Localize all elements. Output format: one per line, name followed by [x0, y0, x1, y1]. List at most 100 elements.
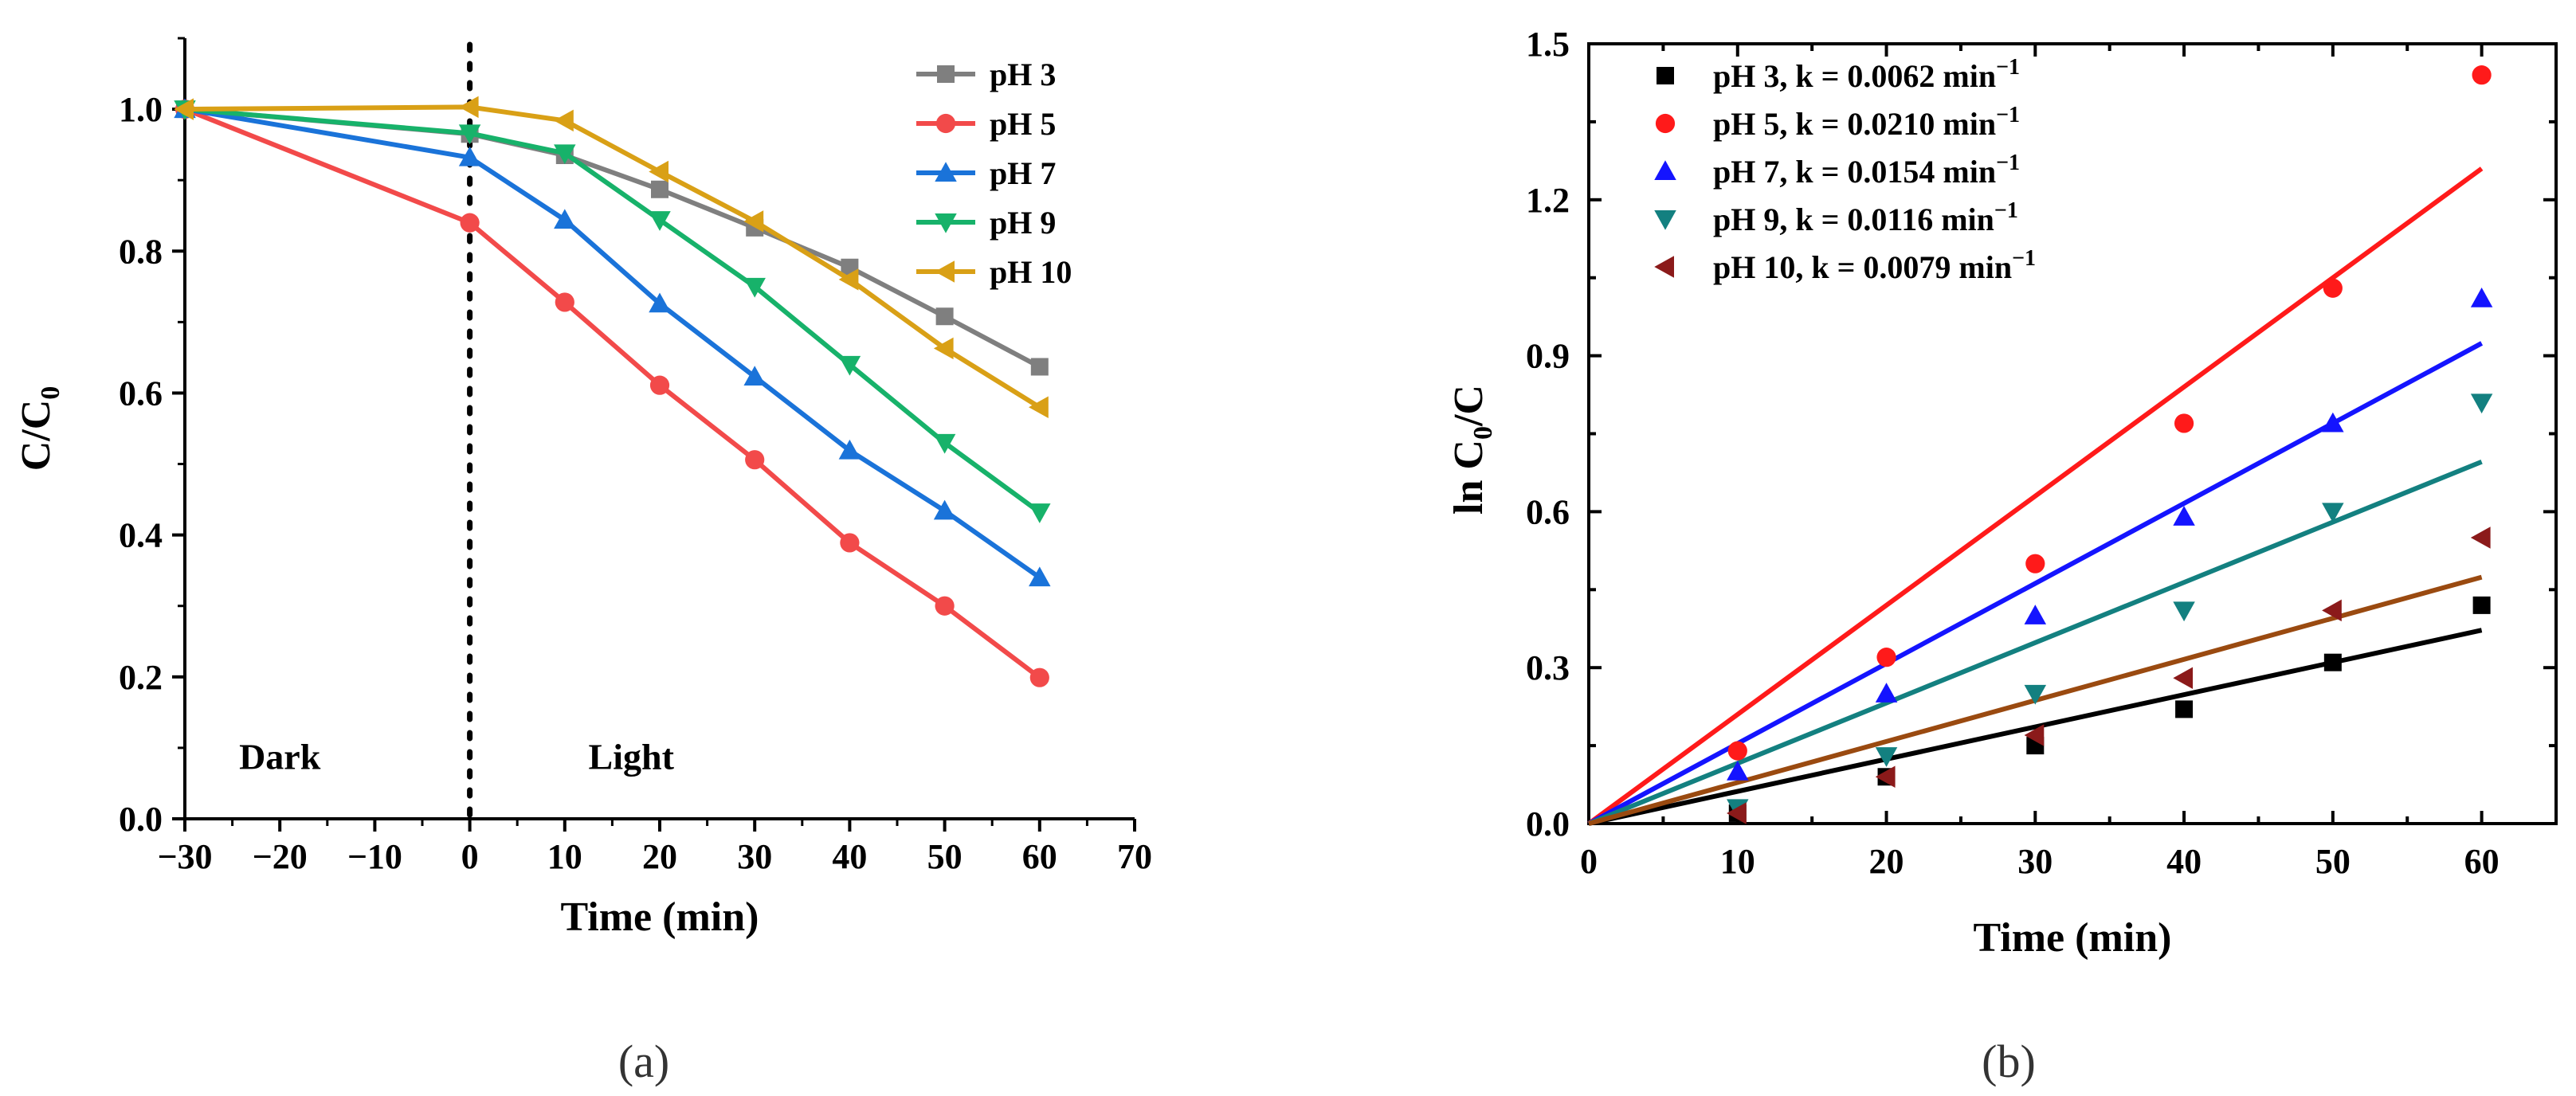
panel-label-b: (b) [1982, 1035, 2036, 1087]
legend-marker [935, 113, 956, 134]
legend-label-sup: −1 [1994, 198, 2018, 223]
y-axis-label-end: /C [1446, 385, 1492, 427]
x-tick-label: 30 [2017, 842, 2053, 881]
y-tick-label: 0.6 [1526, 492, 1570, 531]
data-point [2024, 724, 2045, 746]
x-tick-label: 50 [2315, 842, 2351, 881]
y-tick-label: 0.0 [119, 800, 163, 839]
legend-item: pH 7, k = 0.0154 min−1 [1654, 151, 2020, 190]
data-point [838, 268, 859, 291]
light-annotation: Light [589, 737, 675, 777]
data-point [2024, 605, 2047, 624]
data-point [2472, 596, 2491, 614]
data-point [2323, 653, 2342, 671]
legend-item: pH 9 [916, 205, 1056, 241]
legend-label-sup: −1 [1996, 55, 2020, 80]
legend-marker [1654, 210, 1676, 230]
legend-label-main: pH 9, k = 0.0116 min [1713, 202, 1994, 237]
x-tick-label: 0 [1580, 842, 1598, 881]
series-line [183, 107, 1041, 680]
data-point [933, 499, 956, 520]
data-point [935, 307, 954, 326]
legend-label-sup: −1 [2012, 246, 2036, 271]
legend-label-main: pH 3, k = 0.0062 min [1713, 58, 1996, 94]
data-point [649, 292, 671, 313]
data-point [458, 146, 481, 166]
legend-label: pH 5 [990, 106, 1056, 142]
data-point [651, 180, 669, 198]
dark-annotation: Dark [239, 737, 321, 777]
legend-label-main: pH 7, k = 0.0154 min [1713, 154, 1996, 190]
x-tick-label: 50 [927, 837, 963, 876]
data-point [1029, 396, 1049, 419]
x-tick-label: 40 [832, 837, 867, 876]
data-point [1029, 503, 1051, 523]
data-point [1875, 683, 1898, 703]
data-point [1029, 667, 1049, 687]
data-point [649, 375, 670, 395]
data-point [2173, 601, 2195, 622]
y-axis-label: C/C0 [14, 386, 65, 472]
data-point [838, 355, 861, 376]
x-tick-label: 40 [2166, 842, 2202, 881]
data-point [458, 96, 479, 119]
y-tick-label: 1.2 [1526, 181, 1570, 220]
series-points [1727, 526, 2491, 824]
y-axis-label: ln C0/C [1446, 385, 1498, 515]
data-point [1876, 648, 1896, 667]
legend-item: pH 5 [916, 106, 1056, 142]
data-point [1875, 747, 1898, 767]
legend-marker [935, 260, 955, 283]
data-point [2322, 412, 2344, 433]
legend-marker [1654, 256, 1674, 278]
data-point [2470, 526, 2491, 549]
x-tick-label: 10 [1720, 842, 1755, 881]
x-tick-label: 10 [547, 837, 582, 876]
data-point [2322, 599, 2342, 622]
data-point [2025, 554, 2045, 573]
x-tick-label: 20 [642, 837, 677, 876]
data-point [555, 292, 574, 312]
legend-item: pH 9, k = 0.0116 min−1 [1654, 198, 2018, 237]
data-point [1029, 566, 1051, 587]
y-axis-label-sub: 0 [1468, 426, 1498, 440]
data-point [2174, 413, 2194, 433]
legend-item: pH 10 [916, 254, 1072, 290]
x-tick-label: 20 [1869, 842, 1904, 881]
legend-marker [1655, 113, 1676, 134]
y-tick-label: 0.2 [119, 658, 163, 697]
fit-line [1587, 459, 2483, 826]
y-tick-label: 0.0 [1526, 804, 1570, 844]
legend-item: pH 3, k = 0.0062 min−1 [1657, 55, 2020, 94]
chart-b: 0 10 20 30 40 50 60 0.0 0.3 0.6 0.9 1.2 1.5 Time (min… [1446, 25, 2558, 1087]
x-tick-label: −10 [347, 837, 402, 876]
data-point [743, 277, 766, 298]
x-axis-label: Time (min) [1974, 915, 2172, 961]
data-point [458, 124, 481, 145]
panel-label-a: (a) [618, 1035, 669, 1087]
data-point [840, 533, 860, 553]
data-point [1727, 760, 1749, 781]
legend-label: pH 9 [990, 205, 1056, 241]
legend-label: pH 10 [990, 254, 1072, 290]
legend-marker [1657, 67, 1674, 84]
x-tick-label: 60 [1022, 837, 1057, 876]
data-point [649, 211, 671, 231]
y-tick-label: 0.6 [119, 374, 163, 413]
data-point [649, 160, 669, 183]
data-point [838, 439, 861, 460]
x-tick-label: −30 [157, 837, 212, 876]
x-tick-label: 70 [1117, 837, 1152, 876]
series-ph-9 [174, 100, 1051, 523]
legend-item: pH 10, k = 0.0079 min−1 [1654, 246, 2036, 285]
fit-line [1587, 166, 2484, 826]
y-axis-label-sub: 0 [36, 386, 65, 400]
data-point [745, 450, 765, 470]
y-tick-label: 0.9 [1526, 337, 1570, 376]
legend-label: pH 5, k = 0.0210 min−1 [1713, 103, 2020, 142]
data-point [2472, 65, 2492, 85]
legend-marker [935, 162, 957, 182]
data-point [2322, 503, 2344, 523]
legend-label: pH 3, k = 0.0062 min−1 [1713, 55, 2020, 94]
